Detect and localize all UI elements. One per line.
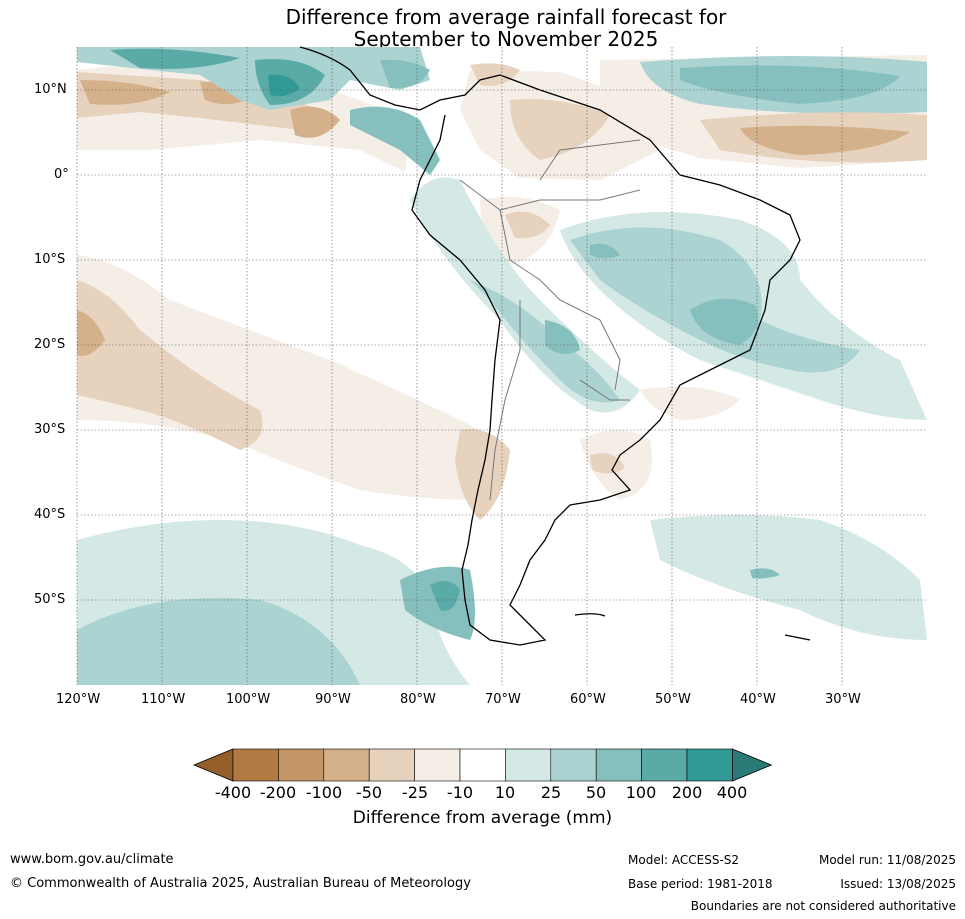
colorbar-segment [686, 748, 733, 782]
lat-tick: 40°S [34, 507, 66, 522]
colorbar-segment [550, 748, 597, 782]
lat-tick: 10°N [34, 82, 67, 97]
graticule [76, 47, 927, 685]
colorbar-segment [278, 748, 325, 782]
footer-model-run: Model run: 11/08/2025 [818, 853, 956, 867]
colorbar-segment [459, 748, 506, 782]
colorbar-label: -50 [355, 783, 383, 802]
footer-model: Model: ACCESS-S2 [628, 853, 740, 867]
lat-tick: 10°S [34, 252, 66, 267]
colorbar-label: 10 [494, 783, 516, 802]
lon-tick: 60°W [570, 692, 606, 707]
lat-tick: 0° [54, 167, 69, 182]
colorbar-label: 200 [671, 783, 703, 802]
colorbar-label: 25 [540, 783, 562, 802]
lat-tick: 30°S [34, 422, 66, 437]
colorbar-segment [595, 748, 642, 782]
lon-tick: 40°W [740, 692, 776, 707]
lon-tick: 80°W [400, 692, 436, 707]
colorbar-label: -200 [259, 783, 297, 802]
colorbar-label: -25 [401, 783, 429, 802]
lon-tick: 110°W [141, 692, 186, 707]
footer-disclaimer: Boundaries are not considered authoritat… [690, 899, 956, 913]
footer-url[interactable]: www.bom.gov.au/climate [10, 852, 174, 867]
lon-tick: 100°W [226, 692, 271, 707]
colorbar-segment [505, 748, 552, 782]
colorbar-label: 100 [625, 783, 657, 802]
lon-tick: 70°W [485, 692, 521, 707]
lon-tick: 90°W [315, 692, 351, 707]
country-borders [459, 139, 641, 501]
colorbar-segment [641, 748, 688, 782]
lon-tick: 30°W [825, 692, 861, 707]
lat-tick: 50°S [34, 592, 66, 607]
colorbar-label: -100 [305, 783, 343, 802]
colorbar-label: -400 [214, 783, 252, 802]
map-title-line-2: September to November 2025 [353, 27, 659, 51]
footer-issued: Issued: 13/08/2025 [840, 877, 956, 891]
colorbar-label: 50 [585, 783, 607, 802]
colorbar-low-extension [192, 748, 234, 782]
colorbar-segment [368, 748, 415, 782]
footer-base-period: Base period: 1981-2018 [628, 877, 773, 891]
colorbar-label: -10 [446, 783, 474, 802]
map-title-line-1: Difference from average rainfall forecas… [285, 5, 727, 29]
colorbar-high-extension [732, 748, 773, 782]
lat-tick: 20°S [34, 337, 66, 352]
footer-copyright: © Commonwealth of Australia 2025, Austra… [10, 876, 471, 891]
lon-tick: 50°W [655, 692, 691, 707]
lon-tick: 120°W [56, 692, 101, 707]
colorbar-segment [323, 748, 370, 782]
colorbar-title: Difference from average (mm) [352, 808, 613, 828]
colorbar-segment [232, 748, 279, 782]
colorbar [192, 748, 773, 782]
colorbar-label: 400 [716, 783, 748, 802]
colorbar-segment [414, 748, 461, 782]
